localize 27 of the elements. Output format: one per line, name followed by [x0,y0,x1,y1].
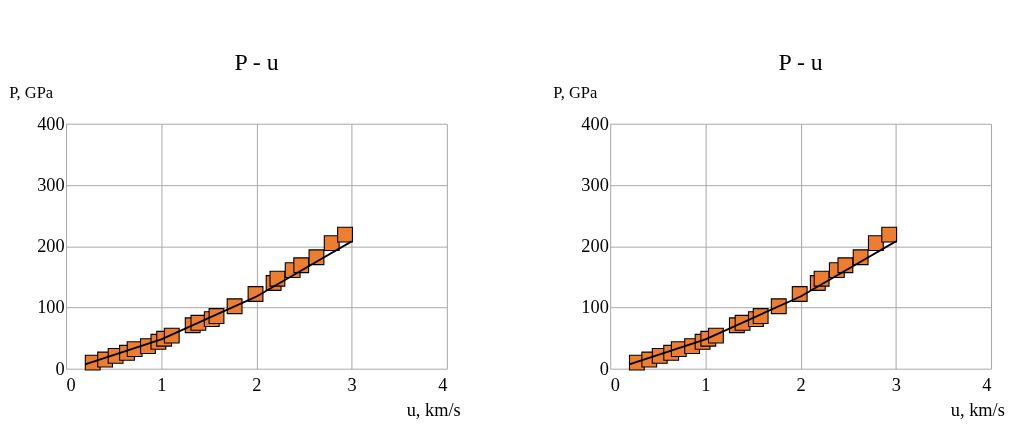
x-tick-label: 4 [982,375,992,396]
chart-title: P - u [234,48,279,75]
y-tick-label: 100 [37,297,65,318]
y-tick-label: 100 [581,297,609,318]
y-tick-label: 300 [581,174,609,195]
y-tick-label: 200 [37,236,65,257]
x-axis-title: u, km/s [406,399,461,420]
y-tick-label: 400 [37,113,65,134]
x-tick-label: 2 [252,375,262,396]
point [337,226,353,243]
x-tick-label: 4 [438,375,448,396]
y-tick-label: 400 [581,113,609,134]
chart-title: P - u [778,48,823,75]
y-tick-label: 300 [37,174,65,195]
x-tick-label: 3 [347,375,357,396]
y-tick-label: 0 [599,358,609,379]
point [881,226,898,243]
x-tick-label: 2 [796,375,806,396]
y-tick-label: 0 [55,358,65,379]
point [269,270,286,287]
y-axis-title: P, GPa [553,83,599,103]
y-tick-label: 200 [581,236,609,257]
x-axis-title: u, km/s [950,399,1005,420]
x-tick-label: 1 [701,375,711,396]
y-axis-title: P, GPa [9,83,54,103]
x-tick-label: 3 [891,375,901,396]
x-tick-label: 1 [157,375,167,396]
